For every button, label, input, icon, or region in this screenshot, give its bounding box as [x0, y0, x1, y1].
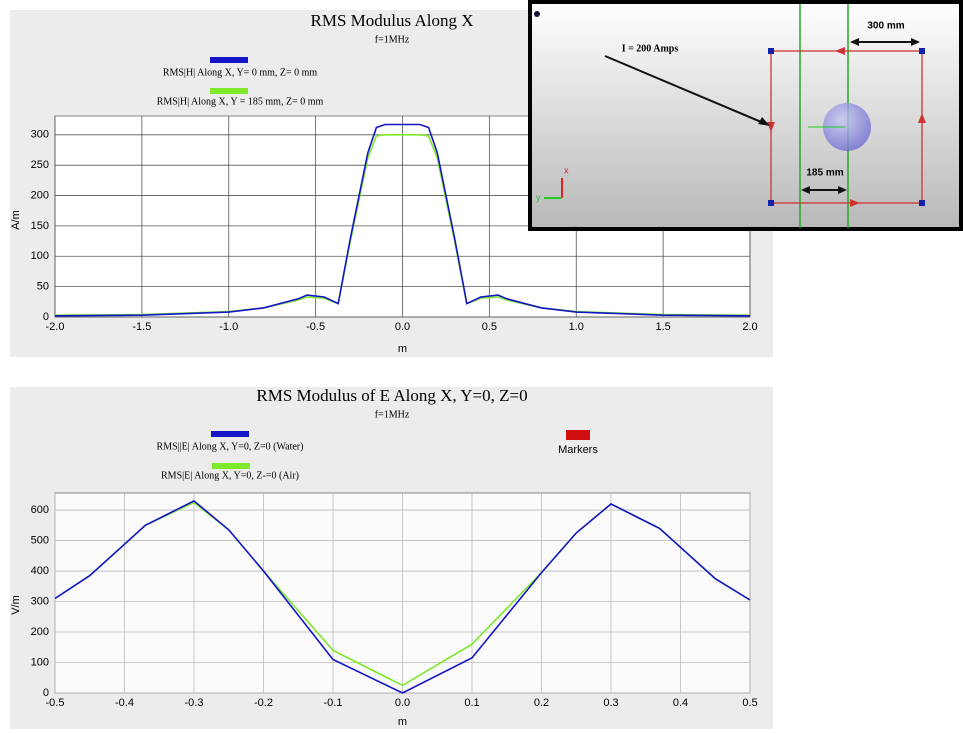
figure: RMS Modulus Along Xf=1MHz050100150200250…	[0, 0, 963, 729]
chart-subtitle: f=1MHz	[375, 34, 410, 45]
y-tick-label: 100	[31, 656, 49, 668]
node	[768, 200, 774, 206]
x-tick-label: 0.4	[673, 697, 688, 709]
offset-label: 185 mm	[806, 168, 843, 179]
legend-swatch	[211, 431, 249, 437]
y-tick-label: 250	[31, 159, 49, 171]
node	[768, 48, 774, 54]
y-tick-label: 600	[31, 504, 49, 516]
legend-swatch	[210, 57, 248, 63]
x-tick-label: -0.1	[324, 697, 343, 709]
x-tick-label: -0.2	[254, 697, 273, 709]
x-tick-label: 1.5	[655, 321, 670, 333]
y-tick-label: 100	[31, 250, 49, 262]
x-tick-label: 0.0	[395, 697, 410, 709]
legend-swatch	[210, 88, 248, 94]
chart-subtitle: f=1MHz	[375, 409, 410, 420]
y-tick-label: 300	[31, 129, 49, 141]
page: RMS Modulus Along Xf=1MHz050100150200250…	[0, 0, 963, 734]
legend-label: RMS||E| Along X, Y=0, Z=0 (Water)	[157, 441, 304, 452]
chart-title: RMS Modulus of E Along X, Y=0, Z=0	[256, 386, 527, 405]
x-tick-label: 1.0	[569, 321, 584, 333]
x-axis-label: m	[398, 716, 407, 728]
x-tick-label: -2.0	[46, 321, 65, 333]
x-tick-label: 0.5	[482, 321, 497, 333]
y-tick-label: 400	[31, 565, 49, 577]
node	[919, 200, 925, 206]
legend-label: Markers	[558, 444, 598, 456]
y-tick-label: 500	[31, 534, 49, 546]
x-tick-label: -0.4	[115, 697, 134, 709]
y-tick-label: 150	[31, 220, 49, 232]
x-tick-label: -1.0	[219, 321, 238, 333]
axis-y-label: y	[536, 192, 541, 202]
x-axis-label: m	[398, 343, 407, 355]
width-label: 300 mm	[867, 21, 904, 32]
x-tick-label: -0.3	[185, 697, 204, 709]
x-tick-label: 0.5	[742, 697, 757, 709]
x-tick-label: 0.2	[534, 697, 549, 709]
dot	[534, 11, 540, 17]
y-tick-label: 200	[31, 189, 49, 201]
x-tick-label: 0.0	[395, 321, 410, 333]
x-tick-label: 0.1	[464, 697, 479, 709]
chart-title: RMS Modulus Along X	[311, 11, 474, 30]
node	[919, 48, 925, 54]
y-tick-label: 300	[31, 595, 49, 607]
x-tick-label: -1.5	[132, 321, 151, 333]
legend-swatch	[566, 430, 590, 440]
legend-label: RMS|H| Along X, Y = 185 mm, Z= 0 mm	[157, 96, 324, 107]
x-tick-label: 2.0	[742, 321, 757, 333]
current-label: I = 200 Amps	[622, 43, 679, 54]
y-axis-label: A/m	[10, 210, 22, 230]
legend-label: RMS|H| Along X, Y= 0 mm, Z= 0 mm	[163, 67, 318, 78]
x-tick-label: -0.5	[306, 321, 325, 333]
legend-label: RMS|E| Along X, Y=0, Z-=0 (Air)	[161, 470, 299, 481]
axis-x-label: x	[564, 165, 569, 175]
x-tick-label: -0.5	[46, 697, 65, 709]
y-axis-label: V/m	[10, 595, 22, 615]
y-tick-label: 50	[37, 281, 49, 293]
y-tick-label: 200	[31, 626, 49, 638]
x-tick-label: 0.3	[603, 697, 618, 709]
inset-diagram: I = 200 Amps 300 mm 185 mm x y	[530, 2, 961, 229]
legend-swatch	[212, 463, 250, 469]
